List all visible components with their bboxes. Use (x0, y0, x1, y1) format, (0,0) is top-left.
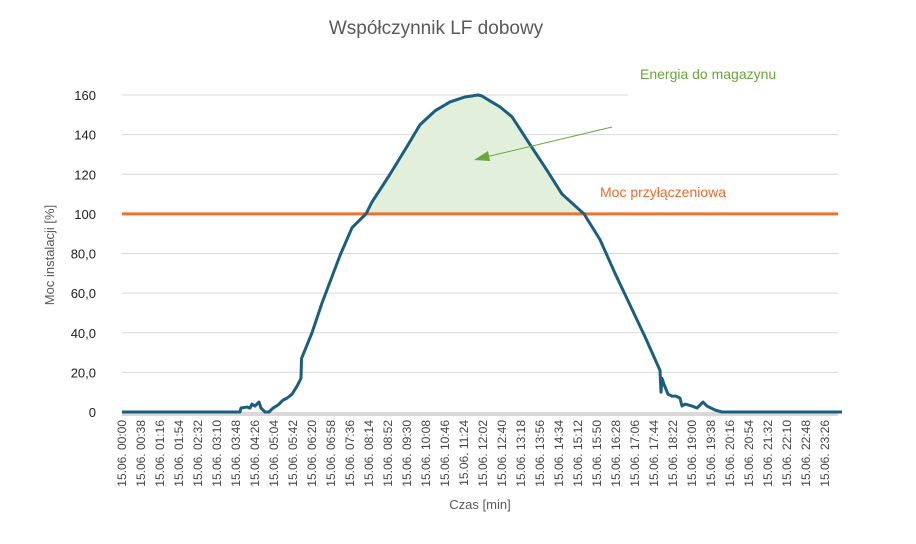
annotation-arrow (474, 126, 613, 161)
x-tick-label: 15.06. 13:18 (514, 420, 528, 487)
x-tick-label: 15.06. 20:16 (723, 420, 737, 487)
annotation-moc-przylaczeniowa: Moc przyłączeniowa (600, 184, 726, 200)
y-axis-label: Moc instalacji [%] (42, 205, 57, 305)
x-tick-label: 15.06. 00:00 (115, 420, 129, 487)
x-tick-label: 15.06. 14:34 (552, 420, 566, 487)
x-tick-label: 15.06. 19:00 (685, 420, 699, 487)
x-tick-label: 15.06. 04:26 (248, 420, 262, 487)
y-tick-label: 100 (74, 207, 96, 222)
x-tick-label: 15.06. 09:30 (400, 420, 414, 487)
x-tick-label: 15.06. 12:02 (476, 420, 490, 487)
x-tick-label: 15.06. 10:08 (419, 420, 433, 487)
x-tick-label: 15.06. 19:38 (704, 420, 718, 487)
x-tick-label: 15.06. 15:50 (590, 420, 604, 487)
x-tick-label: 15.06. 16:28 (609, 420, 623, 487)
x-tick-label: 15.06. 03:48 (229, 420, 243, 487)
x-tick-label: 15.06. 17:44 (647, 420, 661, 487)
x-tick-label: 15.06. 02:32 (191, 420, 205, 487)
x-tick-label: 15.06. 15:12 (571, 420, 585, 487)
y-tick-label: 140 (74, 128, 96, 143)
x-tick-label: 15.06. 22:10 (780, 420, 794, 487)
x-tick-label: 15.06. 03:10 (210, 420, 224, 487)
x-tick-label: 15.06. 00:38 (134, 420, 148, 487)
x-tick-label: 15.06. 13:56 (533, 420, 547, 487)
energy-surplus-area (366, 95, 584, 214)
x-tick-label: 15.06. 11:24 (457, 420, 471, 486)
y-tick-label: 40,0 (71, 326, 96, 341)
y-tick-label: 120 (74, 167, 96, 182)
x-tick-label: 15.06. 05:42 (286, 420, 300, 487)
x-tick-label: 15.06. 08:52 (381, 420, 395, 487)
x-tick-label: 15.06. 12:40 (495, 420, 509, 487)
x-tick-label: 15.06. 05:04 (267, 420, 281, 487)
series-moc-instalacji-line (122, 93, 842, 414)
x-axis-label: Czas [min] (449, 497, 510, 512)
x-tick-label: 15.06. 20:54 (742, 420, 756, 487)
x-tick-label: 15.06. 18:22 (666, 420, 680, 487)
x-tick-label: 15.06. 06:58 (324, 420, 338, 487)
x-tick-label: 15.06. 08:14 (362, 420, 376, 487)
x-tick-label: 15.06. 23:26 (818, 420, 832, 487)
x-tick-label: 15.06. 07:36 (343, 420, 357, 487)
y-tick-label: 160 (74, 88, 96, 103)
y-tick-label: 80,0 (71, 247, 96, 262)
annotation-energia: Energia do magazynu (640, 66, 776, 82)
x-tick-label: 15.06. 06:20 (305, 420, 319, 487)
chart-title: Współczynnik LF dobowy (329, 18, 544, 39)
x-tick-label: 15.06. 22:48 (799, 420, 813, 487)
x-tick-label: 15.06. 21:32 (761, 420, 775, 487)
x-tick-label: 15.06. 01:16 (153, 420, 167, 487)
y-tick-label: 20,0 (71, 365, 96, 380)
y-tick-label: 0 (89, 405, 96, 420)
x-tick-label: 15.06. 01:54 (172, 420, 186, 487)
y-tick-label: 60,0 (71, 286, 96, 301)
x-tick-label: 15.06. 10:46 (438, 420, 452, 487)
x-tick-label: 15.06. 17:06 (628, 420, 642, 487)
